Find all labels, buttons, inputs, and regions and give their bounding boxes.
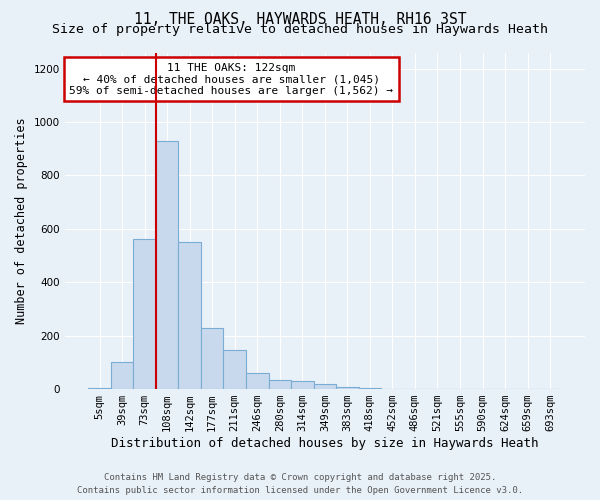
Bar (246, 373, 269, 389)
Bar (201, 328, 223, 389)
Text: Contains HM Land Registry data © Crown copyright and database right 2025.
Contai: Contains HM Land Registry data © Crown c… (77, 474, 523, 495)
Bar (156, 140, 178, 389)
Bar (359, 388, 381, 389)
Bar (269, 380, 291, 389)
X-axis label: Distribution of detached houses by size in Haywards Heath: Distribution of detached houses by size … (111, 437, 539, 450)
Text: 11 THE OAKS: 122sqm
← 40% of detached houses are smaller (1,045)
59% of semi-det: 11 THE OAKS: 122sqm ← 40% of detached ho… (69, 62, 393, 96)
Bar (88, 388, 111, 389)
Bar (381, 388, 404, 389)
Bar (291, 381, 314, 389)
Bar (178, 242, 201, 389)
Text: 11, THE OAKS, HAYWARDS HEATH, RH16 3ST: 11, THE OAKS, HAYWARDS HEATH, RH16 3ST (134, 12, 466, 28)
Bar (223, 350, 246, 389)
Bar (314, 384, 336, 389)
Bar (111, 362, 133, 389)
Bar (336, 387, 359, 389)
Y-axis label: Number of detached properties: Number of detached properties (15, 118, 28, 324)
Text: Size of property relative to detached houses in Haywards Heath: Size of property relative to detached ho… (52, 24, 548, 36)
Bar (133, 240, 156, 389)
